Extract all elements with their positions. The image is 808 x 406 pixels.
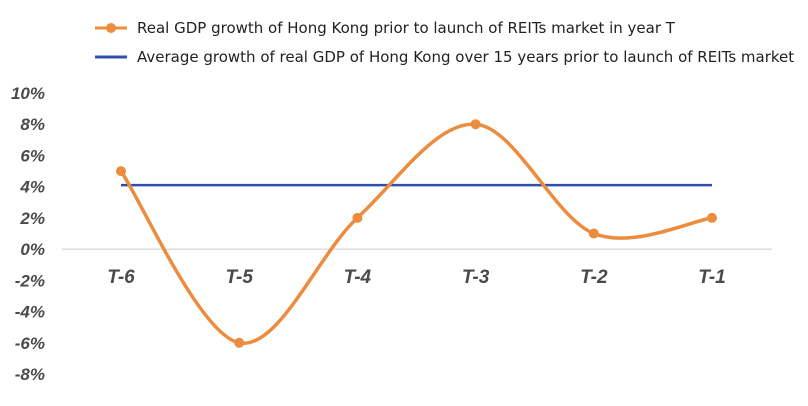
x-axis: T-6 T-5 T-4 T-3 T-2 T-1 xyxy=(107,267,725,288)
legend-label-average-growth: Average growth of real GDP of Hong Kong … xyxy=(137,48,794,66)
x-tick-label: T-2 xyxy=(580,267,608,288)
legend-label-gdp-growth: Real GDP growth of Hong Kong prior to la… xyxy=(137,19,676,37)
x-tick-label: T-5 xyxy=(225,267,253,288)
y-axis: 10% 8% 6% 4% 2% 0% -2% -4% -6% -8% xyxy=(11,84,45,384)
y-tick-label: 0% xyxy=(20,240,45,259)
y-tick-label: 10% xyxy=(11,84,45,103)
data-point-gdp-growth xyxy=(707,212,717,223)
x-tick-label: T-1 xyxy=(698,267,725,288)
y-tick-label: 4% xyxy=(19,178,45,197)
series-line-gdp-growth xyxy=(119,122,714,345)
y-tick-label: 6% xyxy=(20,146,45,165)
x-tick-label: T-3 xyxy=(462,267,490,288)
y-tick-label: 2% xyxy=(19,209,45,228)
x-tick-label: T-4 xyxy=(344,267,372,288)
data-point-gdp-growth xyxy=(116,166,126,177)
legend: Real GDP growth of Hong Kong prior to la… xyxy=(95,19,794,66)
y-tick-label: 8% xyxy=(20,115,45,134)
data-point-gdp-growth xyxy=(470,119,481,130)
plot-series xyxy=(116,119,717,348)
y-tick-label: -2% xyxy=(15,271,45,290)
data-point-gdp-growth xyxy=(588,228,599,239)
y-tick-label: -4% xyxy=(15,303,45,322)
legend-marker-gdp-growth xyxy=(106,23,116,33)
x-tick-label: T-6 xyxy=(107,267,135,288)
data-point-gdp-growth xyxy=(352,212,363,223)
data-point-gdp-growth xyxy=(234,337,245,348)
y-tick-label: -8% xyxy=(15,365,45,384)
y-tick-label: -6% xyxy=(15,334,45,353)
